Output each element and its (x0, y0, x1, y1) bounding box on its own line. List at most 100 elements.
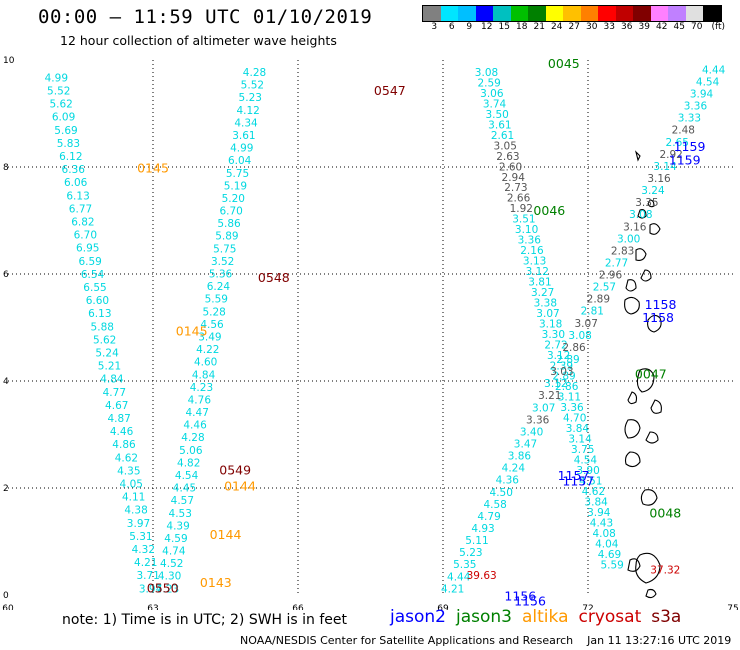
wave-height-value: 4.76 (188, 394, 212, 406)
wave-height-value: 4.28 (243, 67, 266, 79)
wave-height-value: 6.70 (219, 206, 242, 218)
wave-height-value: 2.83 (611, 245, 634, 257)
wave-height-value: 3.14 (568, 434, 592, 446)
colorbar-swatch (458, 6, 476, 21)
pass-time-label: 1156 (504, 588, 536, 603)
wave-height-value: 3.12 (544, 378, 567, 390)
wave-height-value: 3.94 (587, 507, 611, 519)
x-tick-label: 72 (582, 604, 593, 610)
wave-height-value: 2.89 (556, 354, 579, 366)
colorbar-swatch (510, 6, 528, 21)
x-tick-label: 63 (147, 604, 158, 610)
pass-time-label: 0046 (533, 203, 565, 218)
wave-height-value: 5.75 (213, 243, 236, 255)
y-tick-label: 0 (3, 591, 9, 601)
wave-height-value: 4.22 (196, 344, 219, 356)
wave-height-value: 2.96 (599, 270, 623, 282)
wave-height-value: 3.14 (653, 161, 677, 173)
colorbar-tick: 21 (533, 22, 545, 32)
wave-height-value: 4.99 (230, 143, 253, 155)
wave-height-value: 6.06 (64, 177, 88, 189)
chart-subtitle: 12 hour collection of altimeter wave hei… (60, 33, 337, 48)
wave-height-value: 3.74 (483, 98, 507, 110)
wave-height-value: 3.97 (139, 583, 162, 595)
wave-height-value: 2.59 (477, 78, 500, 90)
wave-height-value: 4.86 (112, 439, 136, 451)
colorbar-tick: 39 (638, 22, 650, 32)
wave-height-value: 4.51 (579, 475, 602, 487)
wave-height-value: 4.38 (124, 505, 147, 517)
wave-height-value: 3.94 (690, 89, 714, 101)
wave-height-value: 3.16 (647, 173, 671, 185)
pass-time-label: 0047 (635, 366, 667, 381)
wave-height-value: 2.60 (499, 161, 522, 173)
colorbar-swatch (615, 6, 633, 21)
x-tick-label: 75 (727, 604, 738, 610)
colorbar-swatch (668, 6, 686, 21)
colorbar-swatch (493, 6, 511, 21)
pass-time-label: 0143 (200, 575, 232, 590)
units-note: note: 1) Time is in UTC; 2) SWH is in fe… (62, 612, 348, 628)
pass-time-label: 1158 (642, 310, 674, 325)
wave-height-value: 4.54 (696, 76, 720, 88)
colorbar-swatch (563, 6, 581, 21)
wave-height-value: 3.50 (485, 109, 508, 121)
wave-height-value: 3.40 (520, 426, 543, 438)
wave-height-value: 3.21 (538, 390, 561, 402)
pass-time-label: 1157 (558, 468, 590, 483)
wave-height-value: 3.52 (211, 256, 234, 268)
wave-height-value: 3.61 (488, 119, 511, 131)
wave-height-value: 4.99 (45, 72, 68, 84)
wave-height-value: 4.44 (447, 571, 471, 583)
colorbar-tick: 12 (481, 22, 493, 32)
wave-height-value: 4.52 (160, 558, 183, 570)
colorbar-tick-labels: 3 6 9 12 15 18 21 24 27 30 33 36 39 42 45 70 (ft) (422, 22, 740, 34)
colorbar-tick: 36 (621, 22, 633, 32)
maldives-coastline (624, 150, 662, 599)
wave-height-value: 4.21 (441, 583, 464, 595)
wave-height-value: 6.95 (76, 243, 99, 255)
wave-height-value: 5.36 (209, 269, 233, 281)
wave-height-value: 5.75 (226, 168, 249, 180)
wave-height-value: 3.30 (542, 329, 565, 341)
wave-height-value: 4.30 (158, 571, 181, 583)
wave-height-value: 3.07 (536, 308, 559, 320)
pass-time-label: 0045 (548, 56, 580, 71)
legend-jason2: jason2 (390, 607, 446, 627)
wave-height-value: 2.86 (555, 381, 579, 393)
pass-time-label: 0548 (258, 270, 290, 285)
wave-height-value: 2.81 (581, 306, 604, 318)
wave-height-value: 3.81 (528, 276, 551, 288)
wave-height-value: 4.54 (574, 455, 598, 467)
wave-height-value: 4.53 (169, 508, 192, 520)
wave-height-value: 4.56 (200, 319, 224, 331)
wave-height-value: 2.77 (605, 257, 628, 269)
colorbar-swatch (598, 6, 616, 21)
wave-height-value: 4.62 (115, 452, 138, 464)
pass-time-label: 1156 (514, 594, 546, 609)
colorbar-tick: 33 (603, 22, 615, 32)
wave-height-value: 4.28 (181, 432, 204, 444)
wave-height-value: 3.47 (514, 439, 537, 451)
wave-height-value: 3.07 (532, 402, 555, 414)
wave-height-value: 2.48 (672, 125, 695, 137)
wave-height-value: 2.89 (587, 294, 610, 306)
wave-height-value: 2.16 (520, 245, 544, 257)
wave-height-value: 3.49 (198, 331, 221, 343)
pass-time-label: 0145 (176, 324, 208, 339)
y-tick-label: 10 (3, 56, 15, 66)
wave-height-value: 5.11 (465, 535, 488, 547)
colorbar-swatch (528, 6, 546, 21)
colorbar-swatch (440, 6, 458, 21)
wave-height-value: 4.12 (236, 105, 259, 117)
highlight-value: 37.32 (650, 565, 680, 577)
colorbar-tick: 27 (568, 22, 580, 32)
footer-timestamp: Jan 11 13:27:16 UTC 2019 (587, 634, 732, 647)
wave-height-value: 4.05 (120, 479, 143, 491)
altimeter-tracks: 4.995.525.626.095.695.836.126.366.066.13… (45, 64, 726, 595)
wave-height-value: 4.11 (122, 492, 145, 504)
colorbar-swatch (685, 6, 703, 21)
wave-height-value: 4.43 (590, 517, 613, 529)
wave-height-value: 2.39 (550, 360, 573, 372)
